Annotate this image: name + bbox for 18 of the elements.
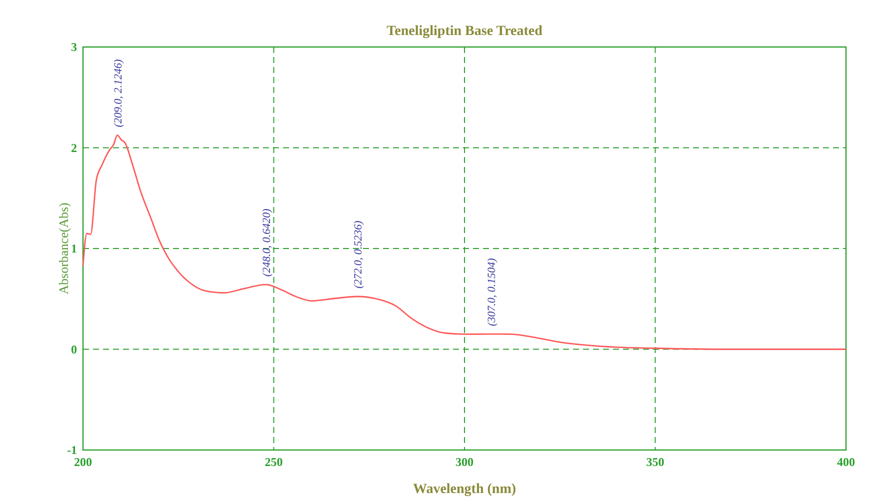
- x-tick-label: 300: [456, 455, 474, 469]
- y-tick-label: 1: [71, 242, 77, 256]
- y-tick-label: 3: [71, 40, 77, 54]
- y-tick-label: -1: [67, 443, 77, 457]
- annotation: (248.0, 0.6420): [261, 208, 274, 277]
- x-tick-label: 250: [264, 455, 283, 469]
- annotation: (307.0, 0.1504): [486, 258, 498, 326]
- y-tick-label: 2: [71, 140, 77, 155]
- x-tick-label: 350: [646, 455, 664, 469]
- y-tick-label: 0: [71, 342, 77, 356]
- chart-title: Teneligliptin Base Treated: [386, 24, 543, 39]
- x-tick-label: 200: [74, 455, 92, 469]
- annotation: (209.0, 2.1246): [112, 59, 124, 128]
- annotation: (272.0, 0.5236): [352, 220, 365, 288]
- line-series: [82, 134, 847, 350]
- x-tick-label: 400: [837, 455, 855, 469]
- x-axis-title: Wavelength (nm): [412, 482, 516, 497]
- y-axis-title: Absorbance(Abs): [56, 202, 71, 294]
